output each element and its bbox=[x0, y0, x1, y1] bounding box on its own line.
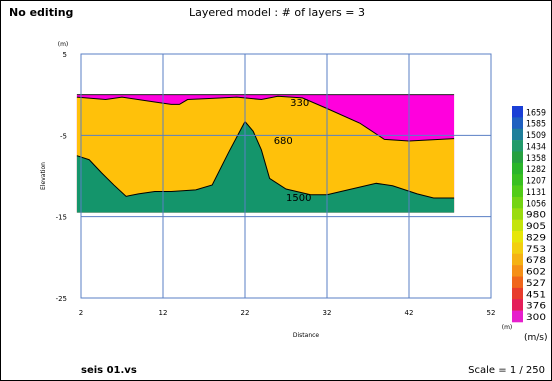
x-tick-label: 42 bbox=[405, 309, 414, 317]
colorbar-value: 1131 bbox=[526, 188, 546, 198]
colorbar-value: 376 bbox=[526, 302, 546, 312]
colorbar-value: 678 bbox=[526, 256, 546, 266]
x-unit-label: (m) bbox=[502, 324, 513, 331]
colorbar-swatch-1131 bbox=[512, 186, 523, 198]
x-tick-label: 12 bbox=[159, 309, 168, 317]
colorbar-value: 753 bbox=[526, 245, 546, 255]
colorbar-value: 300 bbox=[526, 313, 546, 323]
colorbar-swatch-1056 bbox=[512, 197, 523, 209]
colorbar-swatch-1358 bbox=[512, 151, 523, 163]
colorbar-swatch-678 bbox=[512, 254, 523, 266]
colorbar-value: 1282 bbox=[526, 165, 546, 175]
colorbar-swatch-1585 bbox=[512, 117, 523, 129]
y-unit-label: (m) bbox=[58, 41, 69, 48]
y-tick-label: -15 bbox=[56, 214, 67, 222]
x-axis-label: Distance bbox=[293, 332, 320, 339]
colorbar-value: 1056 bbox=[526, 199, 546, 209]
x-tick-label: 22 bbox=[241, 309, 250, 317]
colorbar-value: 1434 bbox=[526, 142, 546, 152]
colorbar-value: 829 bbox=[526, 233, 546, 243]
colorbar-swatch-1207 bbox=[512, 174, 523, 186]
colorbar-swatch-376 bbox=[512, 299, 523, 311]
colorbar-swatch-527 bbox=[512, 277, 523, 289]
colorbar-swatch-829 bbox=[512, 231, 523, 243]
colorbar-value: 1358 bbox=[526, 154, 546, 164]
colorbar-swatch-1434 bbox=[512, 140, 523, 152]
colorbar-value: 1585 bbox=[526, 120, 546, 130]
colorbar-value: 980 bbox=[526, 211, 546, 221]
y-tick-label: 5 bbox=[63, 51, 67, 59]
x-tick-label: 52 bbox=[487, 309, 496, 317]
colorbar-swatch-1282 bbox=[512, 163, 523, 175]
colorbar-value: 602 bbox=[526, 268, 546, 278]
file-name: seis 01.vs bbox=[81, 365, 137, 376]
colorbar-swatch-602 bbox=[512, 265, 523, 277]
colorbar-swatch-905 bbox=[512, 220, 523, 232]
colorbar-value: 1659 bbox=[526, 108, 546, 118]
model-layers: 330 680 1500 bbox=[77, 95, 454, 213]
colorbar-unit-label: (m/s) bbox=[524, 333, 548, 343]
y-tick-label: -25 bbox=[56, 295, 67, 303]
y-axis-label: Elevation bbox=[40, 162, 47, 190]
colorbar-swatch-451 bbox=[512, 288, 523, 300]
colorbar-swatch-300 bbox=[512, 311, 523, 323]
colorbar-value: 451 bbox=[526, 290, 546, 300]
layer-label-680: 680 bbox=[274, 136, 293, 147]
colorbar-value: 1509 bbox=[526, 131, 546, 141]
colorbar-swatch-1509 bbox=[512, 129, 523, 141]
x-tick-label: 2 bbox=[79, 309, 83, 317]
x-tick-label: 32 bbox=[323, 309, 332, 317]
colorbar-value: 527 bbox=[526, 279, 546, 289]
colorbar-swatch-753 bbox=[512, 242, 523, 254]
scale-label: Scale = 1 / 250 bbox=[468, 365, 545, 376]
colorbar-swatch-980 bbox=[512, 208, 523, 220]
layer-label-330: 330 bbox=[290, 98, 309, 109]
colorbar-value: 1207 bbox=[526, 177, 546, 187]
y-tick-label: -5 bbox=[60, 132, 67, 140]
layer-label-1500: 1500 bbox=[286, 193, 311, 204]
colorbar-value: 905 bbox=[526, 222, 546, 232]
colorbar-swatch-1659 bbox=[512, 106, 523, 118]
